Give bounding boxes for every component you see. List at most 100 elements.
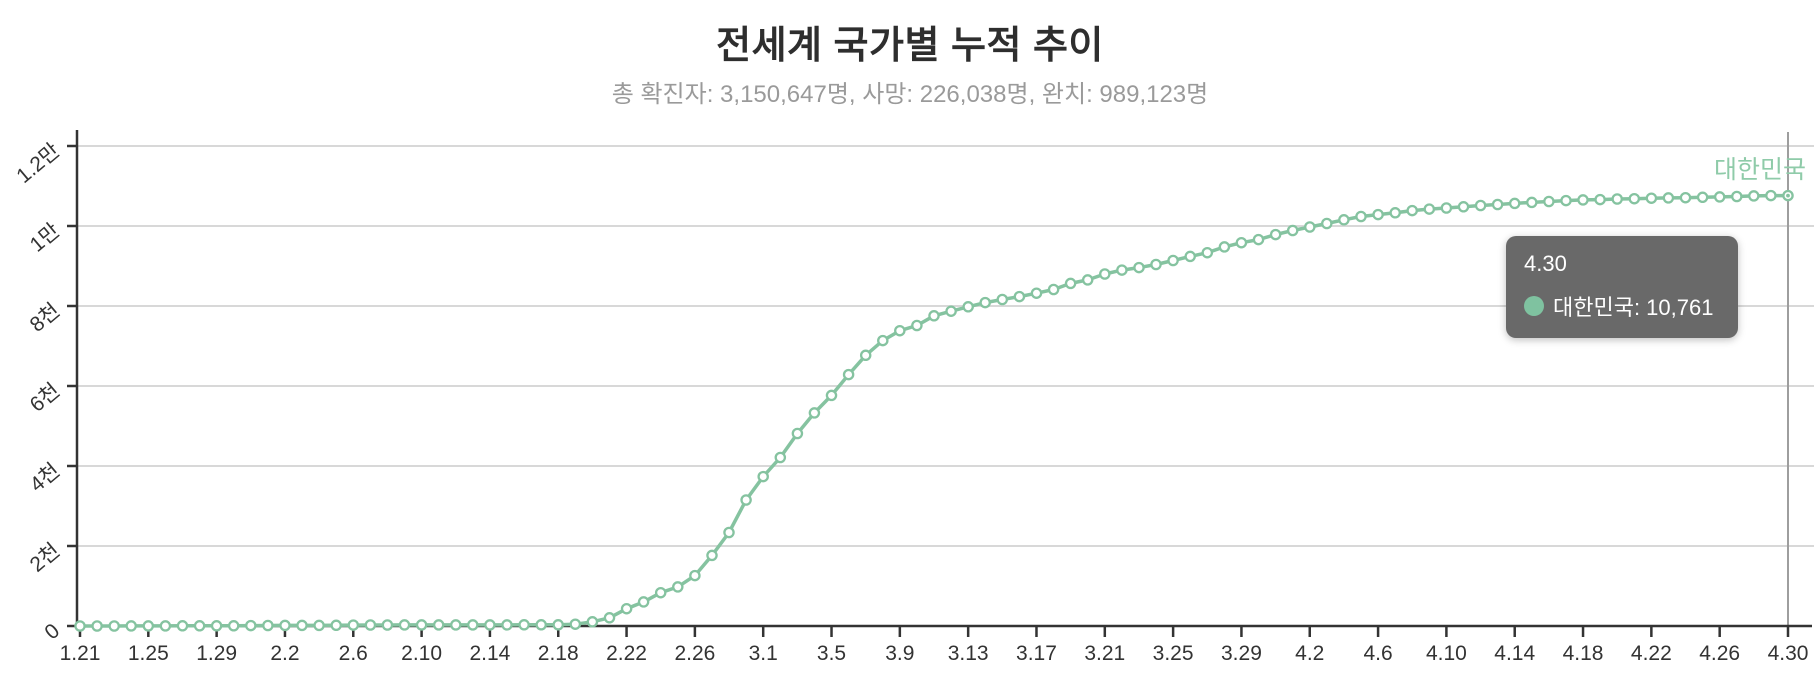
data-point-marker[interactable] (108, 620, 120, 632)
data-point-marker[interactable] (296, 619, 308, 632)
data-point-marker[interactable] (125, 620, 137, 632)
data-point-marker[interactable] (1577, 194, 1589, 206)
data-point-marker[interactable] (774, 451, 787, 464)
data-point-marker[interactable] (1628, 192, 1641, 205)
data-point-marker[interactable] (313, 619, 325, 632)
data-point-marker[interactable] (706, 549, 718, 562)
data-point-marker[interactable] (1474, 199, 1487, 212)
data-point-marker[interactable] (1338, 214, 1350, 226)
data-point-marker[interactable] (1594, 193, 1606, 206)
data-point-marker[interactable] (808, 407, 821, 419)
data-point-marker[interactable] (928, 310, 940, 322)
data-point-marker[interactable] (1765, 189, 1777, 202)
data-point-marker[interactable] (1731, 190, 1743, 203)
data-point-marker[interactable] (569, 618, 582, 630)
data-point-marker[interactable] (1406, 204, 1418, 217)
data-point-marker[interactable] (398, 619, 411, 631)
data-point-marker[interactable] (672, 581, 684, 593)
data-point-marker[interactable] (859, 349, 872, 362)
data-point-marker[interactable] (1184, 250, 1196, 263)
data-point-marker[interactable] (825, 389, 838, 402)
data-point-marker[interactable] (791, 427, 804, 440)
data-point-marker[interactable] (1081, 274, 1094, 286)
data-point-marker[interactable] (620, 602, 633, 615)
data-point-marker[interactable] (1662, 192, 1675, 204)
data-point-marker[interactable] (262, 619, 274, 632)
data-point-marker[interactable] (911, 319, 923, 332)
data-point-marker[interactable] (1116, 264, 1128, 276)
data-point-marker[interactable] (1047, 283, 1060, 296)
data-point-marker[interactable] (1713, 191, 1726, 203)
data-point-marker[interactable] (757, 470, 769, 483)
data-point-marker[interactable] (1457, 201, 1470, 213)
data-point-marker[interactable] (1030, 287, 1043, 299)
data-point-marker[interactable] (1389, 207, 1401, 219)
data-point-marker[interactable] (1064, 277, 1077, 290)
data-point-marker[interactable] (484, 619, 496, 631)
data-point-marker[interactable] (1218, 241, 1231, 253)
data-point-marker[interactable] (432, 619, 445, 631)
data-point-marker[interactable] (552, 619, 564, 631)
data-point-marker[interactable] (415, 619, 428, 631)
data-point-marker[interactable] (159, 620, 172, 632)
data-point-marker[interactable] (1679, 191, 1692, 204)
data-point-marker[interactable] (1560, 194, 1572, 207)
data-point-marker[interactable] (381, 619, 394, 631)
data-point-marker[interactable] (842, 368, 855, 381)
data-point-marker[interactable] (877, 334, 889, 347)
data-point-marker[interactable] (91, 620, 103, 632)
data-point-marker[interactable] (1423, 203, 1436, 215)
data-point-marker[interactable] (74, 620, 86, 632)
data-point-marker[interactable] (586, 616, 599, 628)
data-point-marker[interactable] (142, 620, 155, 632)
data-point-marker[interactable] (740, 494, 752, 506)
data-point-marker[interactable] (1372, 208, 1384, 221)
data-point-marker[interactable] (210, 620, 223, 632)
data-point-marker[interactable] (1304, 221, 1316, 233)
data-point-marker[interactable] (193, 620, 206, 632)
data-point-marker[interactable] (450, 619, 462, 631)
data-point-marker[interactable] (1099, 268, 1111, 280)
data-point-marker[interactable] (894, 324, 906, 337)
data-point-marker[interactable] (535, 619, 547, 631)
data-point-marker[interactable] (1611, 193, 1623, 205)
data-point-marker[interactable] (1355, 210, 1367, 223)
data-point-marker[interactable] (1696, 191, 1709, 204)
data-point-marker[interactable] (364, 619, 377, 631)
data-point-marker[interactable] (979, 296, 991, 309)
data-point-marker[interactable] (1167, 254, 1179, 267)
data-point-marker[interactable] (1491, 198, 1504, 211)
data-point-marker[interactable] (723, 526, 735, 539)
data-point-marker[interactable] (603, 612, 616, 624)
data-point-marker[interactable] (467, 619, 479, 631)
data-point-marker[interactable] (1321, 217, 1333, 230)
data-point-marker[interactable] (501, 619, 513, 631)
data-point-marker[interactable] (654, 586, 667, 599)
data-point-marker[interactable] (1235, 236, 1248, 249)
data-point-marker[interactable] (279, 619, 291, 632)
data-point-marker[interactable] (1286, 224, 1299, 237)
data-point-marker[interactable] (1269, 228, 1282, 241)
data-point-marker[interactable] (945, 305, 957, 317)
data-point-marker[interactable] (1133, 261, 1145, 274)
data-point-marker[interactable] (637, 596, 650, 608)
data-point-marker[interactable] (1150, 258, 1162, 271)
data-point-marker[interactable] (518, 619, 530, 631)
data-point-marker[interactable] (330, 619, 342, 632)
data-point-marker[interactable] (1748, 190, 1760, 202)
data-point-marker[interactable] (1543, 195, 1555, 208)
data-point-marker[interactable] (1013, 290, 1026, 303)
data-point-marker[interactable] (962, 301, 974, 313)
data-point-marker[interactable] (1526, 196, 1538, 209)
data-point-marker[interactable] (1508, 197, 1521, 210)
data-point-marker[interactable] (1645, 192, 1658, 204)
data-point-marker[interactable] (689, 569, 701, 582)
data-point-marker[interactable] (1201, 246, 1214, 259)
data-point-marker[interactable] (1440, 202, 1453, 214)
data-point-marker[interactable] (996, 293, 1009, 306)
data-point-marker[interactable] (347, 619, 360, 631)
data-point-marker[interactable] (227, 620, 240, 632)
data-point-marker[interactable] (1252, 233, 1265, 246)
data-point-marker[interactable] (176, 620, 189, 632)
data-point-marker[interactable] (245, 619, 257, 632)
